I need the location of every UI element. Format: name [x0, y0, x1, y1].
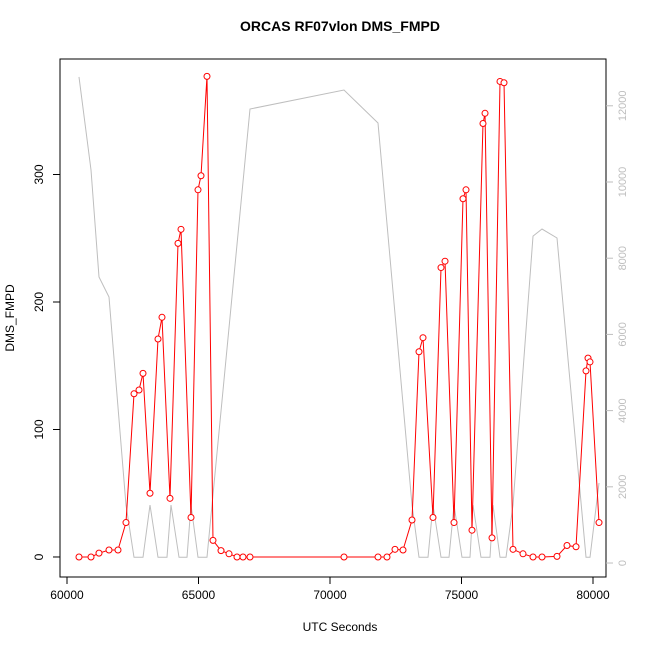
data-point — [399, 546, 407, 554]
data-point — [225, 550, 233, 558]
data-point — [105, 546, 113, 554]
data-point — [419, 334, 427, 342]
data-point — [177, 225, 185, 233]
data-point — [383, 553, 391, 561]
data-point — [553, 552, 561, 560]
y2-tick-label: 8000 — [617, 246, 629, 270]
data-point — [75, 553, 83, 561]
data-point — [114, 546, 122, 554]
x-tick-label: 60000 — [50, 588, 84, 602]
y-tick-label: 100 — [32, 419, 46, 439]
y2-tick-label: 0 — [617, 560, 629, 566]
data-point — [233, 553, 241, 561]
y-tick-label: 300 — [32, 164, 46, 184]
data-point — [488, 534, 496, 542]
series-line — [78, 76, 600, 558]
x-axis-label: UTC Seconds — [303, 620, 378, 634]
data-point — [462, 186, 470, 194]
data-point — [130, 390, 138, 398]
x-tick-label: 75000 — [445, 588, 479, 602]
data-point — [154, 335, 162, 343]
y-axis-label: DMS_FMPD — [3, 284, 17, 352]
data-point — [595, 519, 603, 527]
data-point — [95, 549, 103, 557]
plot-frame — [59, 58, 607, 578]
y2-tick-label: 12000 — [617, 90, 629, 121]
data-point — [500, 79, 508, 87]
data-point — [340, 553, 348, 561]
data-point — [194, 186, 202, 194]
data-point — [146, 489, 154, 497]
data-point — [187, 513, 195, 521]
data-point — [391, 545, 399, 553]
data-point — [437, 264, 445, 272]
data-point — [450, 519, 458, 527]
data-point — [158, 313, 166, 321]
data-point — [509, 545, 517, 553]
data-point — [529, 553, 537, 561]
data-point — [197, 172, 205, 180]
data-point — [468, 526, 476, 534]
x-tick-label: 80000 — [576, 588, 610, 602]
data-point — [217, 547, 225, 555]
y2-tick-label: 6000 — [617, 322, 629, 346]
data-point — [415, 348, 423, 356]
data-point — [139, 369, 147, 377]
data-point — [459, 195, 467, 203]
data-point — [519, 550, 527, 558]
series-line — [78, 76, 600, 558]
data-point — [481, 109, 489, 117]
data-point — [203, 72, 211, 80]
x-tick-label: 70000 — [313, 588, 347, 602]
data-point — [174, 239, 182, 247]
data-point — [209, 536, 217, 544]
x-tick-label: 65000 — [182, 588, 216, 602]
data-point — [538, 553, 546, 561]
data-point — [586, 358, 594, 366]
data-point — [479, 120, 487, 128]
data-point — [408, 516, 416, 524]
data-point — [122, 519, 130, 527]
data-point — [135, 386, 143, 394]
y2-tick-label: 4000 — [617, 398, 629, 422]
data-point — [374, 553, 382, 561]
data-point — [572, 543, 580, 551]
y-tick-label: 200 — [32, 292, 46, 312]
data-point — [429, 513, 437, 521]
data-point — [239, 553, 247, 561]
chart-title: ORCAS RF07vlon DMS_FMPD — [240, 18, 440, 34]
y2-tick-label: 10000 — [617, 167, 629, 198]
data-point — [246, 553, 254, 561]
data-point — [563, 542, 571, 550]
data-point — [87, 553, 95, 561]
data-point — [166, 494, 174, 502]
data-point — [582, 367, 590, 375]
data-point — [441, 257, 449, 265]
y2-tick-label: 2000 — [617, 475, 629, 499]
y-tick-label: 0 — [32, 553, 46, 560]
